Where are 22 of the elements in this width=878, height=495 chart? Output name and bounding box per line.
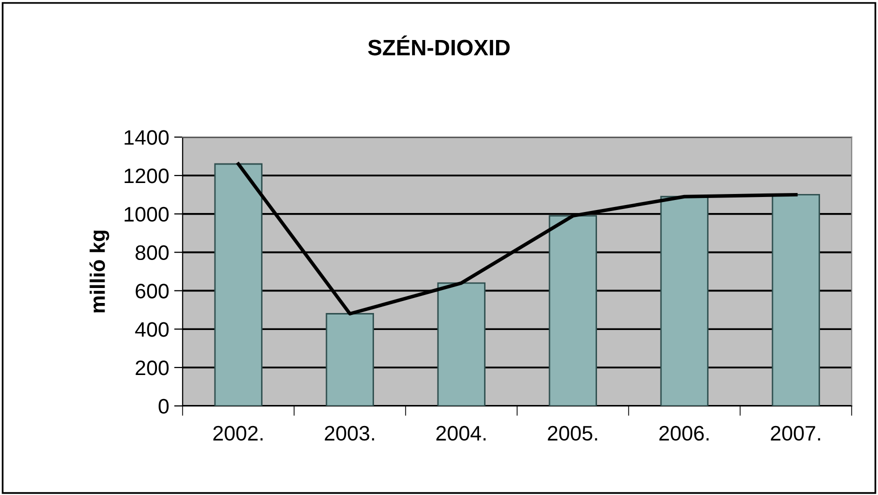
x-tick-label: 2002. [213,426,263,441]
bar [437,282,486,406]
chart-title: SZÉN-DIOXID [368,36,510,56]
x-tick-label: 2006. [659,426,709,441]
y-tick-label: 1000 [124,206,169,222]
x-tick-label: 2007. [770,426,820,441]
bar [214,163,262,406]
x-tick-label: 2003. [324,426,374,441]
y-tick-label: 600 [136,284,169,298]
y-tick-label: 0 [158,398,169,414]
bar [660,196,709,406]
bar [326,313,374,406]
y-axis-title: millió kg [90,230,110,312]
y-tick-label: 800 [136,245,169,260]
bar [772,194,820,406]
y-tick-label: 200 [136,360,169,376]
x-tick-label: 2004. [436,426,486,441]
y-tick-label: 1200 [124,168,169,184]
x-tick-label: 2005. [548,426,598,441]
y-tick-label: 1400 [124,130,169,145]
y-tick-label: 400 [135,322,169,337]
bar [548,215,598,406]
